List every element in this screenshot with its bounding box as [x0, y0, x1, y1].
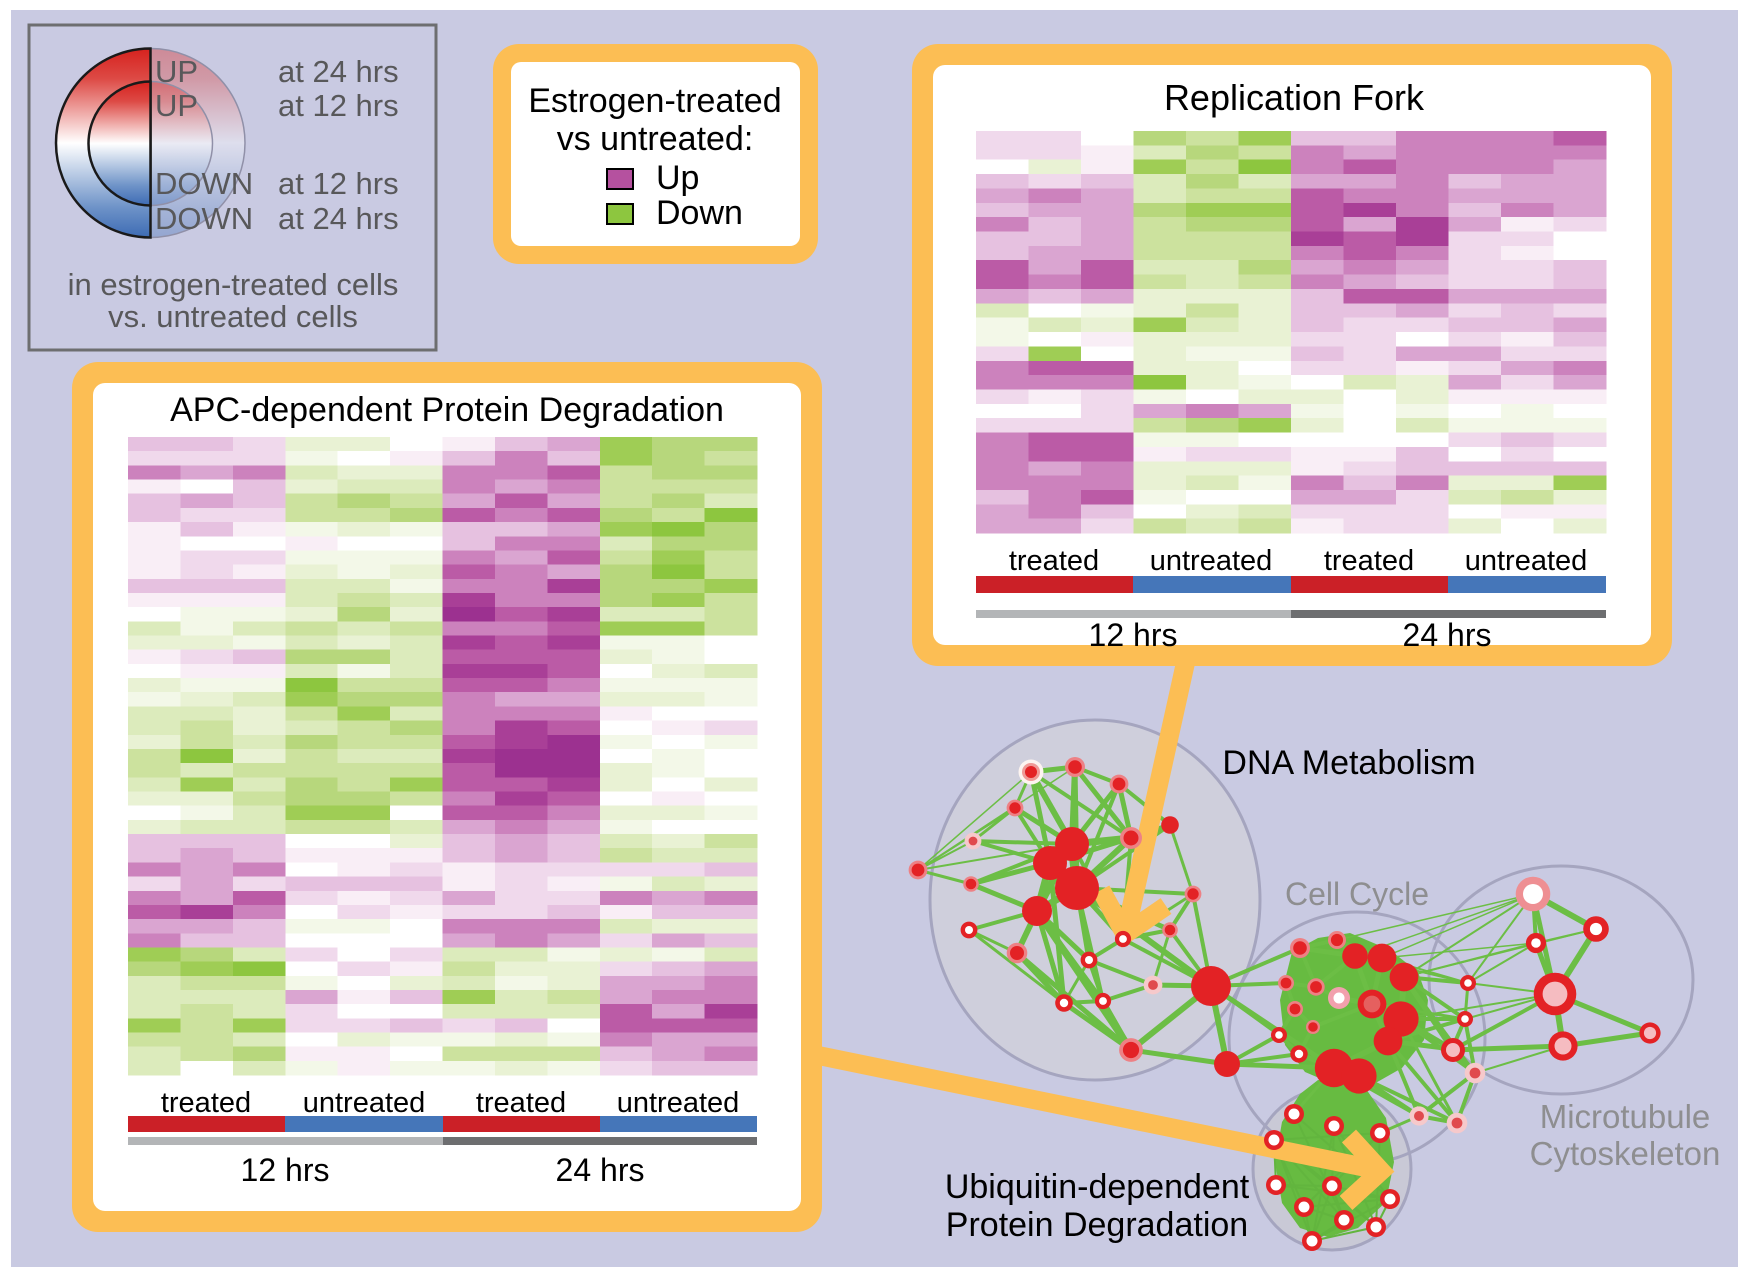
svg-text:vs untreated:: vs untreated: — [557, 120, 754, 158]
svg-text:untreated: untreated — [1465, 545, 1588, 577]
svg-text:treated: treated — [476, 1087, 566, 1119]
svg-text:at 24 hrs: at 24 hrs — [278, 201, 399, 236]
svg-text:Estrogen-treated: Estrogen-treated — [528, 82, 781, 120]
svg-text:12 hrs: 12 hrs — [1089, 617, 1178, 653]
svg-text:Microtubule: Microtubule — [1540, 1098, 1711, 1135]
svg-text:UP: UP — [155, 54, 198, 89]
svg-text:Replication Fork: Replication Fork — [1164, 77, 1425, 118]
svg-text:at 24 hrs: at 24 hrs — [278, 54, 399, 89]
svg-text:treated: treated — [161, 1087, 251, 1119]
svg-text:Cytoskeleton: Cytoskeleton — [1530, 1135, 1721, 1172]
svg-text:Ubiquitin-dependent: Ubiquitin-dependent — [945, 1168, 1250, 1206]
svg-text:DNA Metabolism: DNA Metabolism — [1222, 744, 1475, 782]
svg-text:untreated: untreated — [303, 1087, 426, 1119]
svg-text:untreated: untreated — [1150, 545, 1273, 577]
svg-text:Cell Cycle: Cell Cycle — [1285, 876, 1429, 912]
svg-text:in estrogen-treated cells: in estrogen-treated cells — [68, 267, 399, 302]
svg-text:Up: Up — [656, 159, 699, 197]
svg-text:24 hrs: 24 hrs — [1403, 617, 1492, 653]
svg-text:24 hrs: 24 hrs — [556, 1152, 645, 1188]
svg-text:UP: UP — [155, 88, 198, 123]
svg-text:at 12 hrs: at 12 hrs — [278, 166, 399, 201]
svg-text:DOWN: DOWN — [155, 166, 253, 201]
svg-text:untreated: untreated — [617, 1087, 740, 1119]
svg-text:at 12 hrs: at 12 hrs — [278, 88, 399, 123]
svg-text:vs. untreated cells: vs. untreated cells — [108, 299, 358, 334]
svg-text:12 hrs: 12 hrs — [241, 1152, 330, 1188]
svg-text:DOWN: DOWN — [155, 201, 253, 236]
svg-text:Protein Degradation: Protein Degradation — [946, 1206, 1248, 1244]
svg-text:treated: treated — [1324, 545, 1414, 577]
svg-text:APC-dependent Protein Degradat: APC-dependent Protein Degradation — [170, 391, 724, 429]
svg-text:treated: treated — [1009, 545, 1099, 577]
svg-text:Down: Down — [656, 194, 743, 232]
